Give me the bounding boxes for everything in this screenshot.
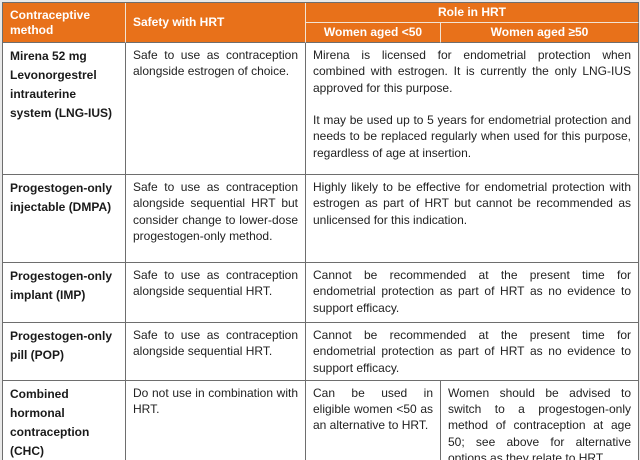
role-paragraph: It may be used up to 5 years for endomet… [313, 113, 631, 160]
col-header-role-in-hrt: Role in HRT [306, 3, 639, 23]
table-row-pop: Progestogen-only pill (POP) Safe to use … [3, 323, 639, 381]
role-cell: Mirena is licensed for endometrial prote… [306, 43, 639, 175]
method-cell: Progestogen-only pill (POP) [3, 323, 126, 381]
role-cell: Highly likely to be effective for endome… [306, 175, 639, 263]
table-row-chc: Combined hormonal contraception (CHC) Do… [3, 380, 639, 460]
safety-cell: Safe to use as contraception alongside s… [126, 323, 306, 381]
col-header-women-under-50: Women aged <50 [306, 23, 441, 43]
safety-cell: Do not use in combination with HRT. [126, 380, 306, 460]
method-cell: Combined hormonal contraception (CHC) [3, 380, 126, 460]
col-header-safety-with-hrt: Safety with HRT [126, 3, 306, 43]
col-header-women-50-and-over: Women aged ≥50 [441, 23, 639, 43]
col-header-contraceptive-method: Contraceptive method [3, 3, 126, 43]
safety-cell: Safe to use as contraception alongside s… [126, 263, 306, 323]
role-paragraph: Mirena is licensed for endometrial prote… [313, 48, 631, 95]
role-cell: Cannot be recommended at the present tim… [306, 323, 639, 381]
table-row-lng-ius: Mirena 52 mg Levonorgestrel intrauterine… [3, 43, 639, 175]
method-cell: Progestogen-only injectable (DMPA) [3, 175, 126, 263]
table-row-dmpa: Progestogen-only injectable (DMPA) Safe … [3, 175, 639, 263]
safety-cell: Safe to use as contraception alongside e… [126, 43, 306, 175]
method-cell: Mirena 52 mg Levonorgestrel intrauterine… [3, 43, 126, 175]
role-cell: Cannot be recommended at the present tim… [306, 263, 639, 323]
safety-cell: Safe to use as contraception alongside s… [126, 175, 306, 263]
role-under-50-cell: Can be used in eligible women <50 as an … [306, 380, 441, 460]
role-50-and-over-cell: Women should be advised to switch to a p… [441, 380, 639, 460]
table-row-imp: Progestogen-only implant (IMP) Safe to u… [3, 263, 639, 323]
method-cell: Progestogen-only implant (IMP) [3, 263, 126, 323]
